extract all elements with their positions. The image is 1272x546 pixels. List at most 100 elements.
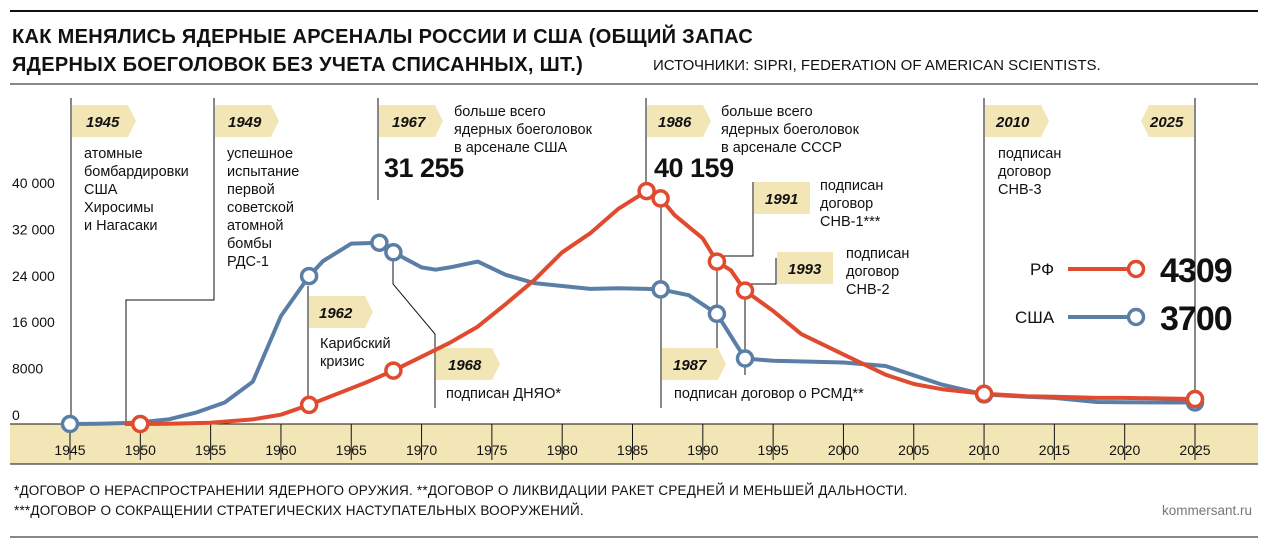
footnote-line-1: *ДОГОВОР О НЕРАСПРОСТРАНЕНИИ ЯДЕРНОГО ОР… bbox=[14, 483, 908, 498]
annotation-1949-line-4: советской bbox=[227, 200, 294, 216]
annotation-1962: Карибский кризис bbox=[320, 336, 391, 370]
year-tag-1991: 1991 bbox=[765, 191, 798, 208]
year-tag-1945: 1945 bbox=[86, 114, 120, 131]
year-tag-1949: 1949 bbox=[228, 114, 262, 131]
leader-1968 bbox=[392, 256, 436, 408]
y-tick-label: 16 000 bbox=[12, 314, 55, 330]
data-marker-usa-1962 bbox=[299, 266, 319, 286]
annotation-1986-value: 40 159 bbox=[654, 153, 734, 183]
x-tick-label: 1975 bbox=[476, 442, 507, 458]
annotation-1993-line-1: подписан bbox=[846, 246, 909, 262]
year-tag-1968: 1968 bbox=[448, 357, 482, 374]
data-marker-russia-2025 bbox=[1185, 389, 1205, 409]
year-tag-1987: 1987 bbox=[673, 357, 707, 374]
year-tag-2010: 2010 bbox=[995, 114, 1030, 131]
annotation-1968: подписан ДНЯО* bbox=[446, 386, 561, 402]
annotation-1949-line-6: бомбы bbox=[227, 236, 272, 252]
year-tag-2025-shape bbox=[1141, 105, 1194, 137]
data-marker-russia-1950 bbox=[131, 414, 150, 434]
annotation-1967-line-3: в арсенале США bbox=[454, 140, 568, 156]
annotation-texts: атомные бомбардировки США Хиросимы и Наг… bbox=[84, 104, 1061, 402]
annotation-1945-line-5: и Нагасаки bbox=[84, 218, 157, 234]
data-marker-usa-1993 bbox=[735, 349, 755, 368]
annotation-1986-line-1: больше всего bbox=[721, 104, 813, 120]
x-tick-label: 1980 bbox=[547, 442, 578, 458]
legend-label-usa: США bbox=[1015, 308, 1055, 327]
annotation-2010: подписан договор СНВ-3 bbox=[998, 146, 1061, 198]
data-marker-russia-1968 bbox=[384, 361, 403, 380]
y-tick-label: 32 000 bbox=[12, 221, 55, 237]
year-tag-1949-shape bbox=[215, 105, 279, 137]
data-marker-russia-1962 bbox=[299, 395, 319, 415]
data-marker-russia-2010 bbox=[974, 384, 994, 404]
year-tag-1962: 1962 bbox=[319, 305, 353, 322]
year-tag-1968-shape bbox=[436, 348, 500, 380]
x-tick-label: 2015 bbox=[1039, 442, 1070, 458]
annotation-1987: подписан договор о РСМД** bbox=[674, 386, 864, 402]
annotation-1991-line-3: СНВ-1*** bbox=[820, 214, 881, 230]
year-tag-1993-shape bbox=[777, 252, 833, 284]
data-marker-usa-1987 bbox=[651, 280, 670, 299]
annotation-1986-line-3: в арсенале СССР bbox=[721, 140, 842, 156]
annotation-1962-line-1: Карибский bbox=[320, 336, 391, 352]
y-tick-label: 8000 bbox=[12, 361, 43, 377]
site-credit: kommersant.ru bbox=[1162, 503, 1252, 518]
annotation-1962-line-2: кризис bbox=[320, 354, 365, 370]
leader-1949 bbox=[125, 98, 215, 424]
x-tick-label: 2020 bbox=[1109, 442, 1140, 458]
annotation-1991-line-1: подписан bbox=[820, 178, 883, 194]
year-tag-1967: 1967 bbox=[392, 114, 426, 131]
annotation-1967-line-1: больше всего bbox=[454, 104, 546, 120]
source-note: ИСТОЧНИКИ: SIPRI, FEDERATION OF AMERICAN… bbox=[653, 57, 1101, 74]
annotation-1991-line-2: договор bbox=[820, 196, 873, 212]
data-marker-russia-1987 bbox=[651, 189, 670, 208]
year-tag-1987-shape bbox=[662, 348, 726, 380]
annotation-1949-line-5: атомной bbox=[227, 218, 283, 234]
annotation-1949-line-2: испытание bbox=[227, 164, 299, 180]
year-tag-1945-shape bbox=[72, 105, 136, 137]
x-tick-label: 2005 bbox=[898, 442, 929, 458]
x-tick-label: 1955 bbox=[195, 442, 226, 458]
data-marker-russia-1986 bbox=[637, 181, 656, 201]
year-tag-1991-shape bbox=[754, 182, 810, 214]
leader-1993 bbox=[744, 258, 777, 375]
x-tick-label: 1970 bbox=[406, 442, 437, 458]
chart-title-line-2: ЯДЕРНЫХ БОЕГОЛОВОК БЕЗ УЧЕТА СПИСАННЫХ, … bbox=[12, 54, 583, 76]
x-tick-label: 1995 bbox=[758, 442, 789, 458]
data-marker-usa-1967 bbox=[370, 233, 389, 252]
annotation-1949-line-1: успешное bbox=[227, 146, 293, 162]
legend-end-value-russia: 4309 bbox=[1160, 252, 1232, 290]
annotation-1987-line-1: подписан договор о РСМД** bbox=[674, 386, 864, 402]
data-marker-usa-1968 bbox=[384, 243, 403, 262]
y-axis: 0 8000 16 000 24 000 32 000 40 000 bbox=[12, 175, 55, 423]
annotation-leaders bbox=[70, 98, 1196, 424]
year-tag-1986-shape bbox=[647, 105, 711, 137]
annotation-1945-line-2: бомбардировки bbox=[84, 164, 189, 180]
data-marker-russia-1993 bbox=[735, 281, 755, 300]
annotation-1949: успешное испытание первой советской атом… bbox=[227, 146, 299, 270]
x-axis: 1945 1950 1955 1960 1965 1970 1975 1980 1985 1990… bbox=[54, 424, 1211, 460]
year-tag-2010-shape bbox=[985, 105, 1049, 137]
x-tick-label: 1945 bbox=[54, 442, 85, 458]
year-tag-1967-shape bbox=[379, 105, 443, 137]
annotation-1991: подписан договор СНВ-1*** bbox=[820, 178, 883, 230]
series-line-usa bbox=[68, 240, 1197, 426]
x-tick-label: 1990 bbox=[687, 442, 718, 458]
year-tags: 1945 1949 1967 1986 2010 2025 1962 1968 … bbox=[72, 105, 1194, 380]
annotation-1949-line-7: РДС-1 bbox=[227, 254, 269, 270]
y-tick-label: 24 000 bbox=[12, 268, 55, 284]
annotation-2010-line-2: договор bbox=[998, 164, 1051, 180]
annotation-1945-line-1: атомные bbox=[84, 146, 143, 162]
annotation-1986: 40 159 больше всего ядерных боеголовок в… bbox=[654, 104, 860, 183]
y-tick-label: 40 000 bbox=[12, 175, 55, 191]
annotation-1986-line-2: ядерных боеголовок bbox=[721, 122, 860, 138]
annotation-1967: 31 255 больше всего ядерных боеголовок в… bbox=[384, 104, 593, 183]
x-axis-band bbox=[10, 424, 1258, 464]
annotation-1993: подписан договор СНВ-2 bbox=[846, 246, 909, 298]
annotation-1993-line-3: СНВ-2 bbox=[846, 282, 890, 298]
year-tag-2025: 2025 bbox=[1149, 114, 1184, 131]
data-marker-usa-1945 bbox=[60, 414, 80, 434]
y-tick-label: 0 bbox=[12, 407, 20, 423]
annotation-1949-line-3: первой bbox=[227, 182, 275, 198]
